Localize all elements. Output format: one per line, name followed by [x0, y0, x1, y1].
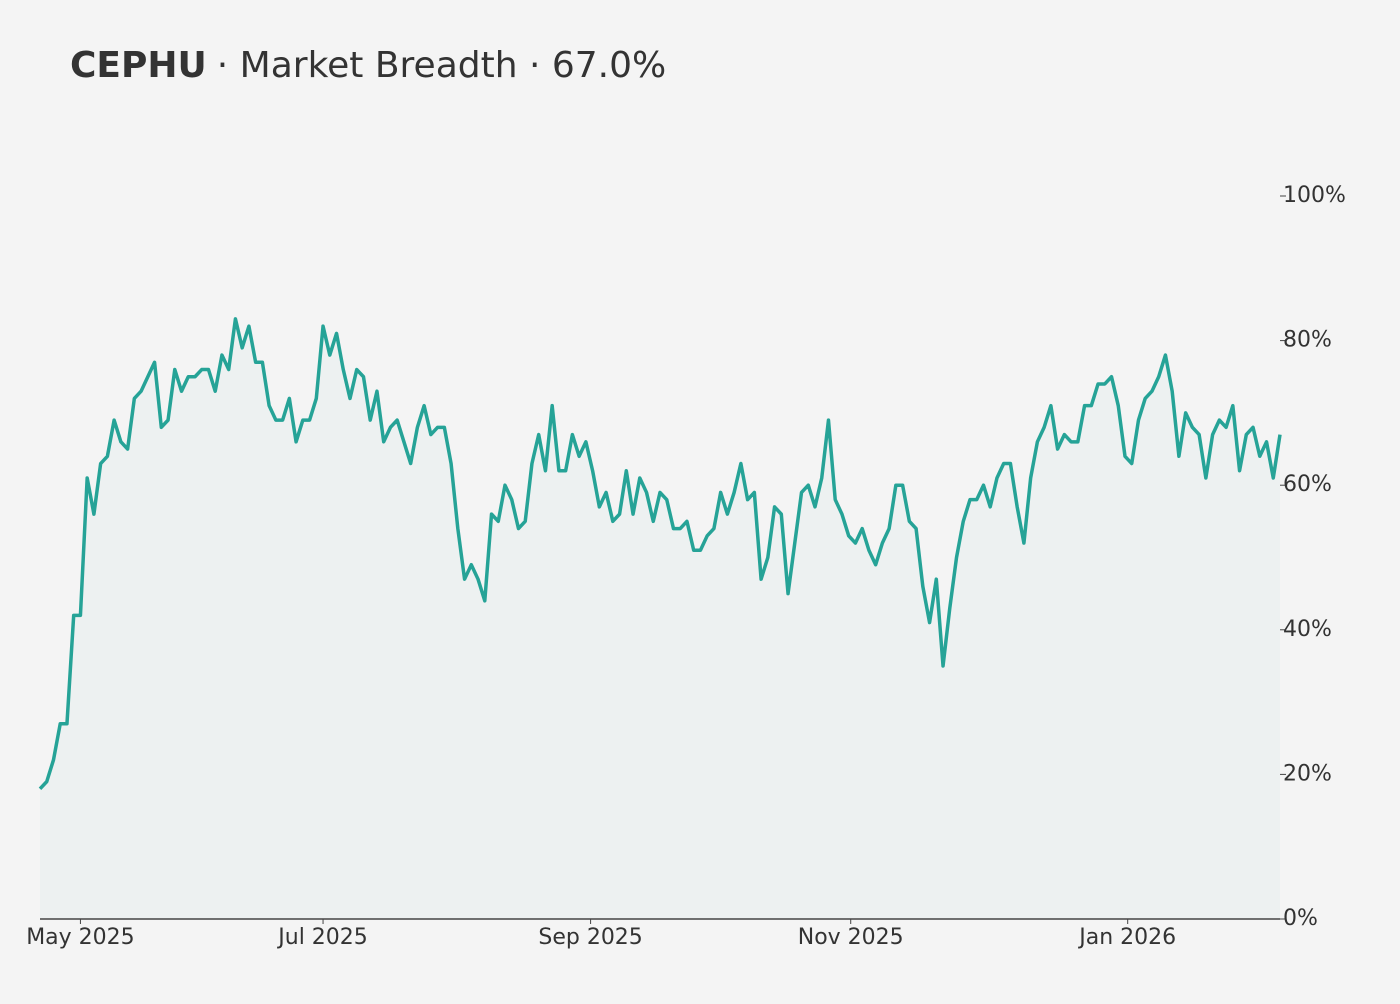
- y-tick-label: 60%: [1283, 472, 1332, 497]
- x-tick-label: Sep 2025: [538, 925, 642, 950]
- x-tick-label: Jan 2026: [1077, 925, 1176, 950]
- area-fill: [40, 318, 1280, 919]
- x-tick-label: Nov 2025: [798, 925, 904, 950]
- y-tick-label: 100%: [1283, 183, 1346, 208]
- chart-title: CEPHU · Market Breadth · 67.0%: [70, 45, 666, 86]
- y-tick-label: 40%: [1283, 617, 1332, 642]
- y-tick-label: 0%: [1283, 906, 1318, 931]
- line: [38, 317, 1282, 791]
- subtitle: · Market Breadth · 67.0%: [217, 45, 666, 86]
- x-tick-label: Jul 2025: [276, 925, 368, 950]
- y-tick-label: 20%: [1283, 761, 1332, 786]
- ticker: CEPHU: [70, 45, 207, 86]
- y-tick-label: 80%: [1283, 328, 1332, 353]
- x-tick-label: May 2025: [26, 925, 134, 950]
